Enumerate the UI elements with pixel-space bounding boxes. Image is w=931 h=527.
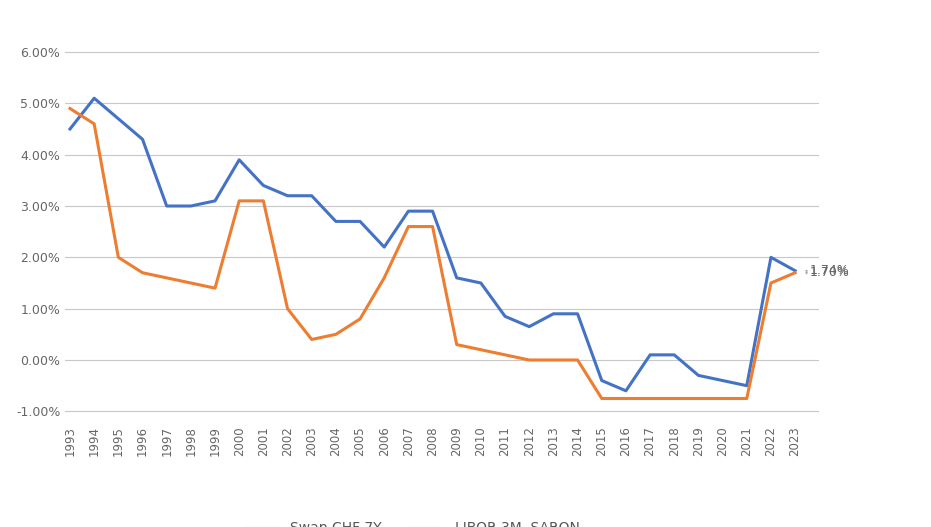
Line: Swap CHF 7Y: Swap CHF 7Y [70,98,795,391]
Swap CHF 7Y [64,126,75,132]
LIBOR 3M, SARON [523,357,534,363]
LIBOR 3M, SARON [258,198,269,204]
LIBOR 3M, SARON [137,270,148,276]
Swap CHF 7Y [765,254,776,260]
LIBOR 3M, SARON [306,336,317,343]
LIBOR 3M, SARON [113,254,124,260]
LIBOR 3M, SARON [88,121,100,127]
LIBOR 3M, SARON [234,198,245,204]
Swap CHF 7Y [403,208,414,214]
LIBOR 3M, SARON [668,395,680,402]
LIBOR 3M, SARON [185,280,196,286]
Swap CHF 7Y [161,203,172,209]
Swap CHF 7Y [717,377,728,384]
Swap CHF 7Y [476,280,487,286]
Swap CHF 7Y [209,198,221,204]
Swap CHF 7Y [523,324,534,330]
Swap CHF 7Y [693,372,704,378]
Swap CHF 7Y [355,218,366,225]
Swap CHF 7Y [113,115,124,122]
Swap CHF 7Y [620,388,631,394]
LIBOR 3M, SARON [379,275,390,281]
LIBOR 3M, SARON [572,357,583,363]
LIBOR 3M, SARON [620,395,631,402]
Swap CHF 7Y [668,352,680,358]
LIBOR 3M, SARON [693,395,704,402]
LIBOR 3M, SARON [476,347,487,353]
Legend: Swap CHF 7Y, LIBOR 3M, SARON: Swap CHF 7Y, LIBOR 3M, SARON [238,515,586,527]
Swap CHF 7Y [185,203,196,209]
LIBOR 3M, SARON [499,352,510,358]
LIBOR 3M, SARON [282,306,293,312]
Swap CHF 7Y [88,95,100,101]
Swap CHF 7Y [234,157,245,163]
Line: LIBOR 3M, SARON: LIBOR 3M, SARON [70,109,795,398]
Text: 1.70%: 1.70% [810,266,849,279]
LIBOR 3M, SARON [789,270,801,276]
Swap CHF 7Y [306,192,317,199]
Swap CHF 7Y [452,275,463,281]
LIBOR 3M, SARON [209,285,221,291]
Swap CHF 7Y [596,377,607,384]
LIBOR 3M, SARON [64,105,75,112]
Swap CHF 7Y [379,244,390,250]
Swap CHF 7Y [331,218,342,225]
LIBOR 3M, SARON [644,395,655,402]
LIBOR 3M, SARON [717,395,728,402]
Swap CHF 7Y [137,136,148,142]
Swap CHF 7Y [282,192,293,199]
LIBOR 3M, SARON [741,395,752,402]
Swap CHF 7Y [547,310,559,317]
LIBOR 3M, SARON [427,223,439,230]
LIBOR 3M, SARON [452,341,463,348]
LIBOR 3M, SARON [161,275,172,281]
Swap CHF 7Y [644,352,655,358]
LIBOR 3M, SARON [331,331,342,337]
Text: 1.74%: 1.74% [810,264,849,277]
LIBOR 3M, SARON [596,395,607,402]
Swap CHF 7Y [258,182,269,189]
Swap CHF 7Y [789,268,801,274]
Swap CHF 7Y [427,208,439,214]
LIBOR 3M, SARON [403,223,414,230]
LIBOR 3M, SARON [355,316,366,322]
LIBOR 3M, SARON [547,357,559,363]
Swap CHF 7Y [499,313,510,319]
Swap CHF 7Y [741,383,752,389]
Swap CHF 7Y [572,310,583,317]
LIBOR 3M, SARON [765,280,776,286]
